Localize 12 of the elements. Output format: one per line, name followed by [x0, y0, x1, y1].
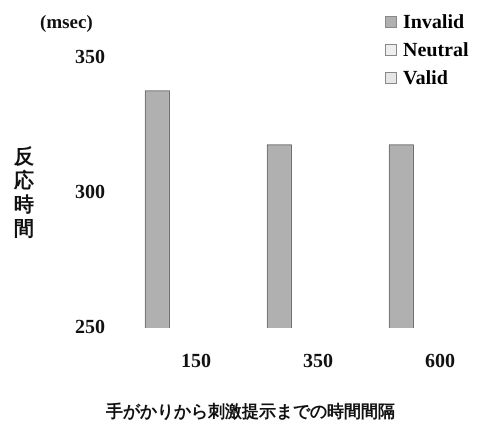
x-tick-label: 150: [181, 350, 211, 372]
legend-label: Invalid: [403, 10, 464, 35]
legend-label: Neutral: [403, 38, 469, 63]
x-tick-label: 350: [303, 350, 333, 372]
x-tick-label: 600: [425, 350, 455, 372]
y-axis-title: 反応時間: [12, 145, 35, 241]
text: (msec): [40, 12, 93, 34]
legend-label: Valid: [403, 66, 448, 91]
y-tick-label: 350: [75, 46, 105, 68]
x-axis-title: 手がかりから刺激提示までの時間間隔: [105, 401, 396, 423]
y-tick-label: 300: [75, 181, 105, 204]
y-tick-label: 250: [75, 316, 105, 338]
